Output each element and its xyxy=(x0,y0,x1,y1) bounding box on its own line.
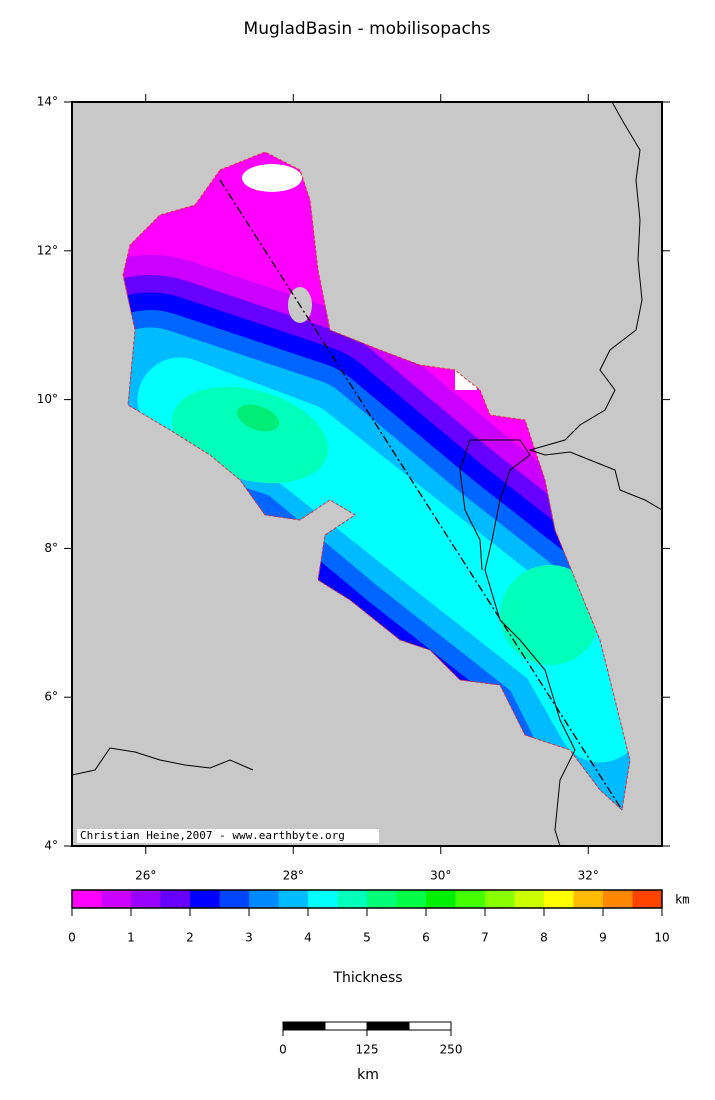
colorbar-swatch xyxy=(603,890,633,908)
colorbar-tick-label: 10 xyxy=(654,931,669,945)
colorbar-tick-label: 0 xyxy=(68,931,76,945)
colorbar-swatch xyxy=(544,890,574,908)
x-tick-label: 30° xyxy=(430,869,451,883)
scalebar-segment xyxy=(408,1021,452,1031)
colorbar-tick-label: 6 xyxy=(422,931,430,945)
colorbar-swatch xyxy=(396,890,427,908)
colorbar-tick-label: 4 xyxy=(304,931,312,945)
colorbar-unit: km xyxy=(675,893,689,907)
y-tick-label: 4° xyxy=(44,839,58,853)
colorbar-tick-label: 1 xyxy=(127,931,135,945)
colorbar-swatch xyxy=(573,890,604,908)
colorbar-swatch xyxy=(131,890,161,908)
colorbar-swatch xyxy=(632,890,663,908)
colorbar-label: Thickness xyxy=(332,970,402,986)
y-tick-label: 10° xyxy=(37,392,58,406)
colorbar-tick-label: 3 xyxy=(245,931,253,945)
y-tick-label: 12° xyxy=(37,243,58,257)
map-frame xyxy=(71,101,663,847)
colorbar-tick-label: 7 xyxy=(481,931,489,945)
colorbar-swatch xyxy=(101,890,132,908)
colorbar-swatch xyxy=(160,890,191,908)
x-tick-label: 28° xyxy=(283,869,304,883)
colorbar-tick-label: 2 xyxy=(186,931,194,945)
colorbar-swatch xyxy=(426,890,456,908)
colorbar-swatch xyxy=(278,890,309,908)
colorbar-tick-label: 5 xyxy=(363,931,371,945)
colorbar-swatch xyxy=(367,890,397,908)
scalebar-segment xyxy=(366,1021,410,1031)
colorbar-swatch xyxy=(337,890,368,908)
colorbar-tick-label: 9 xyxy=(599,931,607,945)
scalebar-segment xyxy=(282,1021,326,1031)
colorbar-swatch xyxy=(190,890,220,908)
scalebar-unit: km xyxy=(357,1067,379,1083)
colorbar-swatch xyxy=(514,890,545,908)
scalebar-tick-label: 250 xyxy=(440,1043,463,1057)
scalebar-tick-label: 125 xyxy=(356,1043,379,1057)
scalebar-segment xyxy=(324,1021,368,1031)
colorbar-swatch xyxy=(308,890,338,908)
colorbar-swatch xyxy=(249,890,279,908)
scalebar-tick-label: 0 xyxy=(279,1043,287,1057)
credit-box xyxy=(77,829,379,843)
x-tick-label: 26° xyxy=(135,869,156,883)
credit: Christian Heine,2007 - www.earthbyte.org xyxy=(80,829,345,842)
map-title: MugladBasin - mobilisopachs xyxy=(244,19,491,39)
colorbar-swatch xyxy=(455,890,486,908)
borders xyxy=(72,102,662,846)
y-tick-label: 6° xyxy=(44,690,58,704)
y-tick-label: 14° xyxy=(37,95,58,109)
colorbar-swatch xyxy=(72,890,102,908)
basin-outline xyxy=(122,151,631,811)
x-tick-label: 32° xyxy=(578,869,599,883)
y-tick-label: 8° xyxy=(44,541,58,555)
colorbar-tick-label: 8 xyxy=(540,931,548,945)
colorbar-swatch xyxy=(219,890,250,908)
cross-section-line xyxy=(219,179,623,811)
colorbar-swatch xyxy=(485,890,515,908)
